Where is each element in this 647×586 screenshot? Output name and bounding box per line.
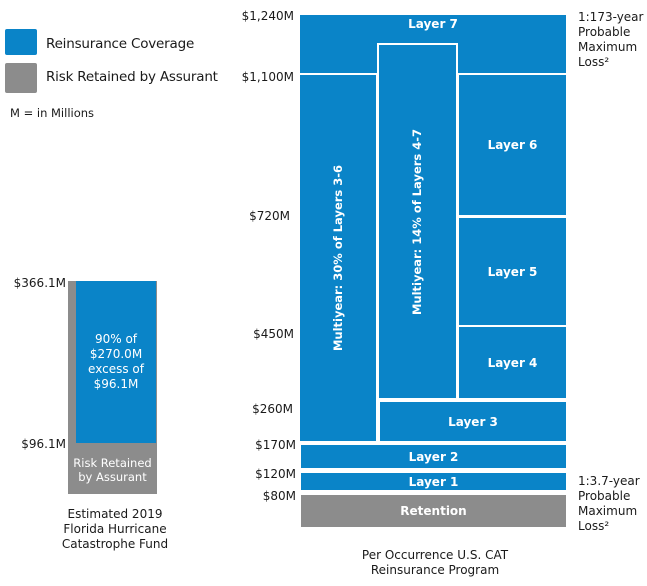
- fhcf-coverage-line: excess of: [88, 362, 144, 376]
- program-caption-line: Reinsurance Program: [370, 563, 500, 577]
- tick-label: $720M: [249, 209, 290, 223]
- layer-3-label: Layer 3: [448, 414, 498, 429]
- layer-2-label: Layer 2: [408, 449, 459, 464]
- retention-block: Retention: [301, 495, 566, 527]
- fhcf-caption-line: Catastrophe Fund: [61, 537, 169, 551]
- layer-5-label: Layer 5: [487, 264, 538, 279]
- tick-label: $1,100M: [241, 70, 294, 84]
- fhcf-coverage-line: $270.0M: [89, 347, 143, 361]
- tick-label: $120M: [255, 467, 296, 481]
- fhcf-coverage-block: 90% of $270.0M excess of $96.1M: [76, 281, 156, 443]
- tick-label: $170M: [255, 438, 296, 452]
- pml-bottom-line: 1:3.7-year: [578, 474, 640, 488]
- legend-swatch-retained: [5, 63, 37, 93]
- tick-label: $80M: [262, 489, 296, 503]
- fhcf-coverage-line: 90% of: [94, 332, 138, 346]
- program-caption-line: Per Occurrence U.S. CAT: [361, 548, 509, 562]
- layer-1-label: Layer 1: [408, 474, 459, 489]
- legend-swatch-reinsurance: [5, 29, 37, 55]
- layer-6-block: Layer 6: [459, 75, 566, 215]
- fhcf-bottom-label: $96.1M: [21, 437, 66, 451]
- layer-6-label: Layer 6: [487, 138, 538, 152]
- pml-top-line: 1:173-year: [578, 10, 644, 24]
- fhcf-coverage-line: $96.1M: [93, 377, 139, 391]
- pml-top: 1:173-year Probable Maximum Loss²: [578, 10, 643, 70]
- fhcf-top-label: $366.1M: [13, 276, 66, 290]
- layer-7-label: Layer 7: [408, 17, 458, 31]
- multiyear-30-label: Multiyear: 30% of Layers 3-6: [331, 164, 346, 352]
- multiyear-14-label: Multiyear: 14% of Layers 4-7: [410, 128, 425, 315]
- pml-top-line: Probable: [578, 25, 631, 39]
- retention-label: Retention: [400, 504, 467, 518]
- tick-label: $260M: [252, 402, 293, 416]
- fhcf-caption: Estimated 2019 Florida Hurricane Catastr…: [40, 507, 190, 552]
- pml-bottom-line: Maximum: [578, 504, 638, 518]
- fhcf-retained-text: Risk Retained by Assurant: [68, 448, 157, 492]
- layer-2-block: Layer 2: [301, 445, 566, 468]
- pml-top-line: Maximum: [578, 40, 638, 54]
- layer-4-block: Layer 4: [459, 327, 566, 398]
- program-caption: Per Occurrence U.S. CAT Reinsurance Prog…: [340, 548, 530, 578]
- legend-label-retained: Risk Retained by Assurant: [46, 69, 218, 85]
- fhcf-caption-line: Florida Hurricane: [63, 522, 167, 536]
- fhcf-retained-line: Risk Retained: [73, 456, 152, 470]
- pml-bottom: 1:3.7-year Probable Maximum Loss²: [578, 474, 640, 534]
- multiyear-30-block: Multiyear: 30% of Layers 3-6: [300, 75, 376, 441]
- tick-label: $1,240M: [241, 9, 294, 23]
- layer-3-block: Layer 3: [380, 402, 566, 441]
- legend-label-reinsurance: Reinsurance Coverage: [46, 36, 195, 52]
- fhcf-caption-line: Estimated 2019: [67, 507, 163, 521]
- pml-bottom-line: Loss²: [578, 519, 610, 533]
- unit-note: M = in Millions: [10, 106, 95, 120]
- pml-top-line: Loss²: [578, 55, 610, 69]
- pml-bottom-line: Probable: [578, 489, 631, 503]
- layer-4-label: Layer 4: [487, 355, 538, 370]
- tick-label: $450M: [253, 327, 294, 341]
- layer-5-block: Layer 5: [459, 218, 566, 325]
- layer-1-block: Layer 1: [301, 473, 566, 490]
- fhcf-retained-line: by Assurant: [78, 470, 147, 484]
- multiyear-14-block: Multiyear: 14% of Layers 4-7: [377, 43, 458, 400]
